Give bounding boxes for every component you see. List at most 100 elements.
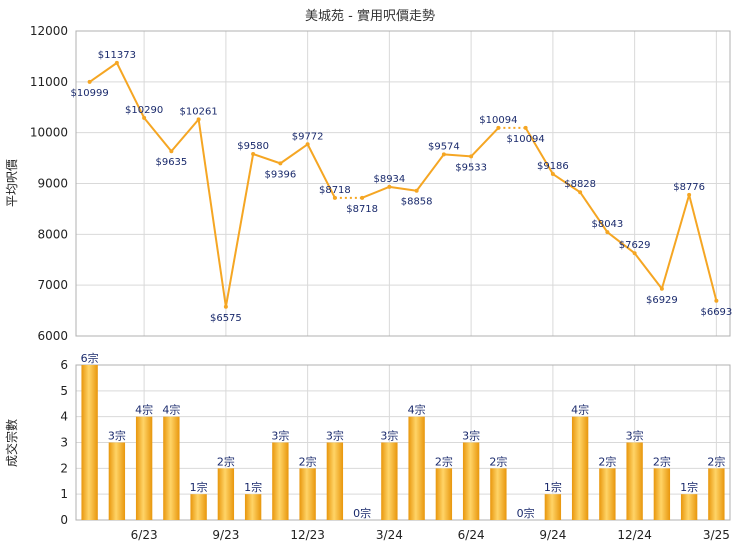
bar bbox=[626, 442, 643, 520]
bar-data-label: 2宗 bbox=[489, 454, 507, 468]
bar bbox=[599, 468, 616, 520]
bar bbox=[490, 468, 507, 520]
line-series-segment bbox=[606, 231, 636, 254]
bar bbox=[272, 442, 289, 520]
line-data-label: $8776 bbox=[673, 182, 705, 193]
line-point bbox=[360, 195, 365, 200]
bar-data-label: 2宗 bbox=[299, 454, 317, 468]
line-data-label: $9186 bbox=[537, 161, 569, 172]
bar-data-label: 4宗 bbox=[408, 403, 426, 417]
bar-data-label: 4宗 bbox=[135, 403, 153, 417]
line-data-label: $6929 bbox=[646, 295, 678, 306]
line-data-label: $8828 bbox=[564, 179, 596, 190]
line-data-label: $8858 bbox=[401, 197, 433, 208]
line-y-tick-label: 7000 bbox=[37, 278, 68, 292]
bar bbox=[571, 416, 589, 520]
line-point bbox=[659, 286, 664, 291]
line-series-segment bbox=[115, 62, 146, 119]
line-point bbox=[523, 125, 528, 130]
line-point bbox=[169, 149, 174, 154]
line-point bbox=[114, 60, 119, 65]
line-plot-frame bbox=[75, 30, 731, 337]
line-y-tick-label: 10000 bbox=[30, 126, 68, 140]
line-data-label: $8043 bbox=[591, 219, 623, 230]
bar-data-label: 3宗 bbox=[108, 429, 126, 443]
line-series-segment bbox=[252, 153, 281, 165]
bar-data-label: 2宗 bbox=[707, 454, 725, 468]
line-point bbox=[632, 251, 637, 256]
line-point bbox=[387, 184, 392, 189]
line-series-segment bbox=[633, 252, 663, 290]
bar bbox=[708, 468, 725, 520]
line-series-segment bbox=[224, 153, 255, 307]
line-series-segment bbox=[415, 153, 445, 192]
line-point bbox=[714, 298, 719, 303]
line-series-segment bbox=[524, 127, 554, 175]
line-series-segment bbox=[660, 194, 691, 290]
bar bbox=[299, 468, 316, 520]
line-point bbox=[550, 172, 555, 177]
line-point bbox=[578, 190, 583, 195]
line-series-segment bbox=[279, 143, 309, 165]
line-series-segment bbox=[579, 191, 609, 233]
line-y-tick-label: 12000 bbox=[30, 24, 68, 38]
bar-data-label: 1宗 bbox=[190, 480, 208, 494]
bar-y-tick-label: 3 bbox=[60, 436, 68, 450]
line-data-label: $6575 bbox=[210, 313, 242, 324]
bar bbox=[217, 468, 235, 520]
bar-data-label: 6宗 bbox=[81, 351, 99, 365]
line-data-label: $9396 bbox=[264, 169, 296, 180]
bar bbox=[381, 442, 398, 520]
bar-y-axis-label: 成交宗數 bbox=[4, 419, 19, 467]
bar-data-label: 3宗 bbox=[462, 429, 480, 443]
bar-data-label: 0宗 bbox=[353, 506, 371, 520]
x-tick-label: 6/23 bbox=[131, 528, 158, 542]
bar-y-tick-label: 6 bbox=[60, 358, 68, 372]
line-data-label: $7629 bbox=[619, 240, 651, 251]
bar-data-label: 2宗 bbox=[217, 454, 235, 468]
bar-y-tick-label: 2 bbox=[60, 461, 68, 475]
x-tick-label: 12/23 bbox=[290, 528, 325, 542]
line-panel: 6000 7000 8000 9000 10000 11000 12000 $10999 $11… bbox=[30, 24, 732, 343]
bar bbox=[326, 442, 344, 520]
bar-data-label: 3宗 bbox=[626, 429, 644, 443]
bar bbox=[81, 365, 98, 520]
bar-y-tick-label: 4 bbox=[60, 410, 68, 424]
bar bbox=[680, 494, 698, 520]
bar bbox=[462, 442, 480, 520]
bar-y-tick-label: 0 bbox=[60, 513, 68, 527]
line-series-segment bbox=[197, 119, 227, 307]
line-series-segment bbox=[89, 62, 118, 83]
line-data-label: $10999 bbox=[71, 88, 109, 99]
bar bbox=[408, 416, 425, 520]
x-tick-label: 9/24 bbox=[539, 528, 566, 542]
line-data-label: $8934 bbox=[373, 174, 405, 185]
line-point bbox=[251, 152, 256, 157]
line-point bbox=[196, 117, 201, 122]
line-data-label: $10094 bbox=[479, 115, 517, 126]
bar-data-label: 1宗 bbox=[544, 480, 562, 494]
line-data-label: $10261 bbox=[180, 106, 218, 117]
line-y-tick-label: 6000 bbox=[37, 329, 68, 343]
bar-data-label: 4宗 bbox=[162, 403, 180, 417]
line-data-label: $9635 bbox=[155, 157, 187, 168]
x-tick-label: 9/23 bbox=[212, 528, 239, 542]
bar-y-tick-label: 1 bbox=[60, 487, 68, 501]
line-point bbox=[278, 161, 283, 166]
line-series-segment bbox=[143, 117, 173, 152]
x-tick-label: 12/24 bbox=[617, 528, 652, 542]
bar-data-label: 4宗 bbox=[571, 403, 589, 417]
bar bbox=[244, 494, 262, 520]
bar-panel: 0 1 2 3 4 5 6 6宗 3宗 4宗 4宗 1宗 2宗 1宗 3宗 2宗 3宗 0宗 3宗 4宗 2宗 3宗 2宗 0… bbox=[60, 351, 731, 542]
line-series-segment bbox=[170, 118, 200, 152]
line-y-tick-label: 9000 bbox=[37, 177, 68, 191]
line-data-label: $11373 bbox=[98, 50, 136, 61]
line-data-label: $10094 bbox=[507, 134, 545, 145]
line-data-label: $9533 bbox=[455, 162, 487, 173]
bar bbox=[544, 494, 562, 520]
line-data-label: $9574 bbox=[428, 141, 460, 152]
line-series-segment bbox=[470, 127, 500, 158]
line-point bbox=[87, 79, 92, 84]
line-series-segment bbox=[552, 173, 581, 194]
line-data-label: $6693 bbox=[700, 307, 732, 318]
